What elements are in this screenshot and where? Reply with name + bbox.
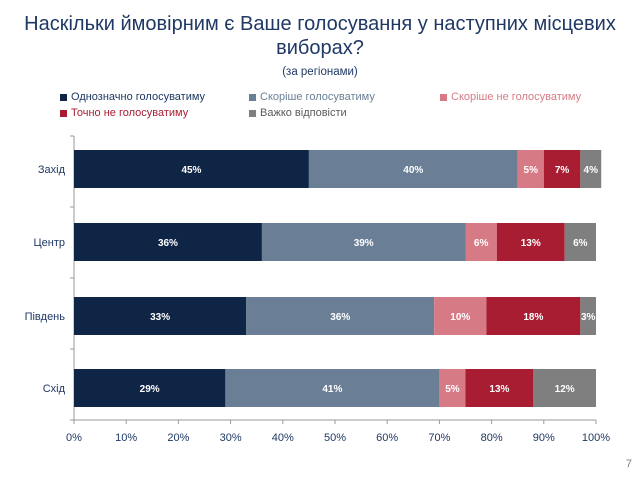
data-label: 7% bbox=[555, 165, 570, 176]
legend-swatch-definitely-vote bbox=[60, 93, 67, 101]
bar-segment bbox=[434, 297, 487, 335]
x-tick-label: 50% bbox=[324, 432, 346, 444]
bar-segment bbox=[496, 223, 565, 261]
legend-item-hard-to-say: Важко відповісти bbox=[249, 107, 347, 119]
category-label: Схід bbox=[43, 383, 66, 395]
data-label: 6% bbox=[474, 238, 489, 249]
data-label: 5% bbox=[524, 165, 539, 176]
legend-label-hard-to-say: Важко відповісти bbox=[260, 107, 347, 119]
bar-segment bbox=[564, 223, 596, 261]
bar-segment bbox=[74, 223, 262, 261]
legend-swatch-likely-not-vote bbox=[440, 93, 447, 101]
legend-label-definitely-vote: Однозначно голосуватиму bbox=[71, 91, 206, 103]
x-tick-label: 80% bbox=[481, 432, 503, 444]
data-label: 10% bbox=[450, 312, 470, 323]
x-tick-label: 90% bbox=[533, 432, 555, 444]
legend-label-definitely-not-vote: Точно не голосуватиму bbox=[71, 107, 189, 119]
legend-label-likely-not-vote: Скоріше не голосуватиму bbox=[451, 91, 582, 103]
bar-segment bbox=[74, 369, 226, 407]
legend-swatch-likely-vote bbox=[249, 93, 256, 101]
bar-segment bbox=[486, 297, 581, 335]
chart-title: Наскільки ймовірним є Ваше голосування у… bbox=[0, 12, 640, 60]
x-tick-label: 30% bbox=[220, 432, 242, 444]
bar-segment bbox=[517, 150, 544, 188]
bar-segment bbox=[74, 297, 247, 335]
category-label: Захід bbox=[38, 164, 66, 176]
data-label: 4% bbox=[584, 165, 599, 176]
bar-segment bbox=[439, 369, 466, 407]
data-label: 29% bbox=[140, 384, 160, 395]
bar-segment bbox=[465, 369, 534, 407]
data-label: 45% bbox=[181, 165, 201, 176]
chart-title-line-2: виборах? bbox=[276, 37, 364, 59]
legend-item-definitely-not-vote: Точно не голосуватиму bbox=[60, 107, 188, 119]
page-number: 7 bbox=[625, 458, 632, 470]
chart-title-line-1: Наскільки ймовірним є Ваше голосування у… bbox=[24, 13, 616, 35]
category-label: Південь bbox=[25, 311, 66, 323]
legend-swatch-definitely-not-vote bbox=[60, 109, 67, 117]
data-label: 18% bbox=[523, 312, 543, 323]
category-label: Центр bbox=[34, 237, 66, 249]
legend-item-definitely-vote: Однозначно голосуватиму bbox=[60, 91, 205, 103]
x-tick-label: 100% bbox=[582, 432, 610, 444]
x-tick-label: 60% bbox=[376, 432, 398, 444]
chart-subtitle: (за регіонами) bbox=[282, 66, 358, 78]
data-label: 36% bbox=[158, 238, 178, 249]
x-tick-label: 70% bbox=[428, 432, 450, 444]
data-label: 36% bbox=[330, 312, 350, 323]
bar-segment bbox=[533, 369, 596, 407]
bar-segment bbox=[580, 297, 596, 335]
bar-segment bbox=[261, 223, 466, 261]
bar-segment bbox=[246, 297, 435, 335]
legend-swatch-hard-to-say bbox=[249, 109, 256, 117]
bar-segment bbox=[74, 150, 309, 188]
bar-segment bbox=[308, 150, 518, 188]
bar-segment bbox=[543, 150, 581, 188]
data-label: 13% bbox=[489, 384, 509, 395]
data-label: 41% bbox=[322, 384, 342, 395]
data-label: 13% bbox=[521, 238, 541, 249]
bar-segment bbox=[225, 369, 440, 407]
bar-segment bbox=[465, 223, 497, 261]
data-label: 3% bbox=[581, 312, 596, 323]
data-label: 6% bbox=[573, 238, 588, 249]
data-label: 39% bbox=[354, 238, 374, 249]
bar-segment bbox=[580, 150, 602, 188]
x-tick-label: 10% bbox=[115, 432, 137, 444]
legend-item-likely-vote: Скоріше голосуватиму bbox=[249, 91, 375, 103]
legend-label-likely-vote: Скоріше голосуватиму bbox=[260, 91, 375, 103]
data-label: 12% bbox=[555, 384, 575, 395]
x-tick-label: 20% bbox=[167, 432, 189, 444]
data-label: 5% bbox=[445, 384, 460, 395]
data-label: 40% bbox=[403, 165, 423, 176]
x-tick-label: 40% bbox=[272, 432, 294, 444]
chart-legend: Однозначно голосуватиму Скоріше голосува… bbox=[60, 91, 620, 123]
legend-item-likely-not-vote: Скоріше не голосуватиму bbox=[440, 91, 581, 103]
x-tick-label: 0% bbox=[66, 432, 82, 444]
data-label: 33% bbox=[150, 312, 170, 323]
